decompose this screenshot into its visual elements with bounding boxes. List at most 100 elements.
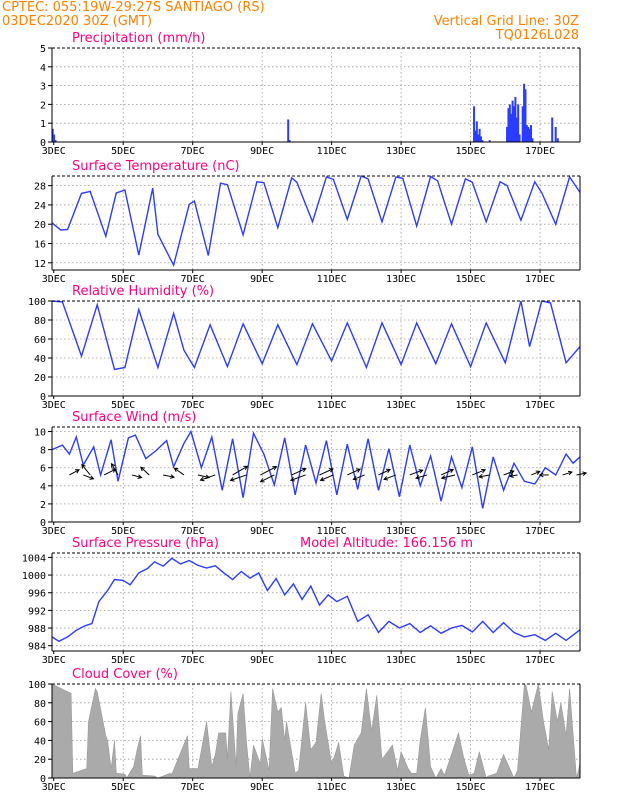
wind-ytick-label: 2 bbox=[40, 500, 46, 511]
wind-vector-head bbox=[272, 466, 278, 471]
wind-xtick-label: 7DEC bbox=[181, 526, 205, 537]
cloud-xtick-label: 5DEC bbox=[111, 782, 135, 793]
cloud-panel: 0 20 40 60 80 100 3DEC 5DEC 7DEC 9DEC 11DEC 13DEC 15… bbox=[28, 667, 581, 793]
temp-xtick-label: 9DEC bbox=[250, 274, 274, 285]
precip-xtick-label: 5DEC bbox=[111, 146, 135, 157]
precip-bar bbox=[528, 128, 531, 142]
wind-vector bbox=[440, 469, 454, 476]
wind-ytick-label: 4 bbox=[40, 482, 46, 493]
precip-bar bbox=[551, 117, 554, 142]
precip-bar bbox=[478, 128, 481, 142]
grid-note: Vertical Grid Line: 30Z bbox=[434, 14, 579, 29]
precip-bar bbox=[287, 119, 290, 142]
press-ytick-label: 988 bbox=[28, 624, 46, 635]
press-xtick-label: 11DEC bbox=[317, 655, 347, 666]
wind-vector-head bbox=[386, 468, 391, 473]
press-xtick-label: 3DEC bbox=[42, 655, 66, 666]
wind-vector bbox=[320, 474, 334, 481]
press-ytick-label: 1000 bbox=[22, 571, 46, 582]
precip-bar bbox=[474, 130, 477, 142]
precip-xtick-label: 17DEC bbox=[525, 146, 555, 157]
precip-bar bbox=[506, 126, 509, 142]
wind-vector-head bbox=[481, 468, 487, 474]
wind-vector-head bbox=[383, 476, 389, 481]
wind-ytick-label: 10 bbox=[34, 428, 46, 439]
rh-xtick-label: 15DEC bbox=[456, 400, 486, 411]
wind-xtick-label: 5DEC bbox=[111, 526, 135, 537]
wind-xtick-label: 9DEC bbox=[250, 526, 274, 537]
rh-title: Relative Humidity (%) bbox=[72, 284, 214, 299]
run-date: 03DEC2020 30Z (GMT) bbox=[2, 14, 152, 29]
precip-ytick-label: 5 bbox=[40, 44, 46, 55]
rh-xtick-label: 11DEC bbox=[317, 400, 347, 411]
wind-vector bbox=[479, 474, 490, 478]
wind-vector bbox=[131, 474, 142, 478]
wind-xtick-label: 3DEC bbox=[42, 526, 66, 537]
precip-ytick-label: 3 bbox=[40, 82, 46, 93]
press-line bbox=[51, 557, 581, 643]
wind-vector bbox=[409, 469, 423, 476]
wind-vector bbox=[290, 474, 306, 481]
precip-bar bbox=[527, 126, 530, 142]
rh-ytick-label: 100 bbox=[28, 297, 46, 308]
rh-ytick-label: 40 bbox=[34, 354, 46, 365]
wind-vector-head bbox=[509, 470, 515, 475]
wind-vector-head bbox=[259, 478, 265, 483]
wind-vector bbox=[531, 470, 540, 476]
wind-vector-head bbox=[111, 462, 116, 468]
precip-bar bbox=[513, 106, 515, 142]
precip-bar bbox=[517, 104, 520, 142]
wind-vector-head bbox=[170, 474, 176, 479]
rh-xtick-label: 3DEC bbox=[42, 400, 66, 411]
wind-vector bbox=[472, 469, 486, 476]
precip-bar bbox=[54, 140, 57, 142]
wind-vector-head bbox=[567, 470, 573, 476]
rh-xtick-label: 13DEC bbox=[386, 400, 416, 411]
press-xtick-label: 9DEC bbox=[250, 655, 274, 666]
wind-xtick-label: 15DEC bbox=[456, 526, 486, 537]
rh-panel: 0 20 40 60 80 100 3DEC 5DEC 7DEC 9DEC 11DEC 13DEC 15… bbox=[28, 284, 581, 411]
wind-vector-head bbox=[173, 467, 179, 473]
rh-ytick-label: 80 bbox=[34, 316, 46, 327]
temp-panel: 12 16 20 24 28 3DEC 5DEC 7DEC 9DEC 11DEC 13DEC 15DE… bbox=[34, 159, 581, 285]
cloud-xtick-label: 9DEC bbox=[250, 782, 274, 793]
wind-vector bbox=[383, 474, 397, 480]
wind-xtick-label: 11DEC bbox=[317, 526, 347, 537]
wind-vector-head bbox=[356, 468, 362, 473]
wind-vector bbox=[347, 468, 361, 476]
wind-vector bbox=[69, 469, 80, 476]
temp-title: Surface Temperature (nC) bbox=[72, 159, 240, 174]
wind-vector-head bbox=[89, 475, 95, 480]
press-xtick-label: 15DEC bbox=[456, 655, 486, 666]
wind-vector bbox=[83, 474, 94, 480]
wind-ytick-label: 6 bbox=[40, 464, 46, 475]
wind-vector bbox=[163, 474, 175, 478]
wind-vector-head bbox=[582, 471, 588, 476]
wind-vector-head bbox=[243, 465, 249, 470]
precip-bar bbox=[480, 136, 482, 142]
station-header: CPTEC: 055:19W-29:27S SANTIAGO (RS) bbox=[2, 0, 265, 15]
precip-bar bbox=[510, 113, 513, 142]
cloud-ytick-label: 60 bbox=[34, 718, 46, 729]
press-xtick-label: 7DEC bbox=[181, 655, 205, 666]
precip-bar bbox=[488, 140, 491, 142]
rh-xtick-label: 5DEC bbox=[111, 400, 135, 411]
wind-vector bbox=[230, 474, 247, 481]
temp-ytick-label: 12 bbox=[34, 259, 46, 270]
rh-line bbox=[51, 300, 581, 371]
precip-ytick-label: 2 bbox=[40, 100, 46, 111]
precip-xtick-label: 9DEC bbox=[250, 146, 274, 157]
wind-vector bbox=[378, 469, 391, 476]
press-ytick-label: 1004 bbox=[22, 553, 46, 564]
wind-vector-head bbox=[418, 469, 424, 474]
wind-vector-head bbox=[111, 468, 117, 473]
wind-vector-head bbox=[478, 474, 484, 479]
temp-xtick-label: 11DEC bbox=[317, 274, 347, 285]
wind-vector-head bbox=[199, 476, 205, 482]
precip-bar bbox=[525, 125, 528, 142]
cloud-xtick-label: 15DEC bbox=[456, 782, 486, 793]
wind-title: Surface Wind (m/s) bbox=[72, 410, 196, 425]
precip-bar bbox=[518, 134, 521, 142]
precip-bar bbox=[507, 108, 510, 142]
